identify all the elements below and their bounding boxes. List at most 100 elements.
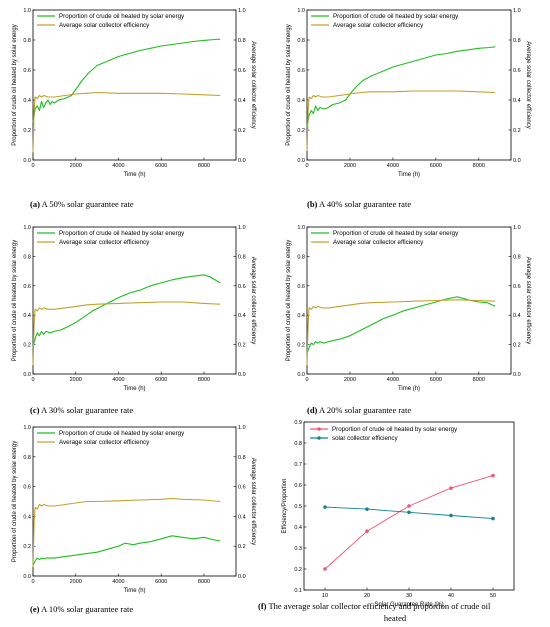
- chart-b: 0 2000 4000 6000 8000 0.0 0.2 0.4 0.6 0.8 1.0 0.0 0.…: [286, 8, 531, 209]
- x-tick-label: 30: [406, 593, 412, 599]
- y-tick-label: 0.6: [297, 284, 305, 290]
- y-right-tick-label: 0.6: [238, 68, 246, 74]
- x-tick-label: 8000: [473, 163, 485, 169]
- y-tick-label: 0.6: [23, 485, 31, 491]
- series-line-proportion: [324, 475, 494, 570]
- chart-a: 0 2000 4000 6000 8000 0.0 0.2 0.4 0.6 0.8 1.0 0.0 0.…: [12, 8, 256, 209]
- y-right-tick-label: 0.2: [238, 343, 246, 349]
- y-tick-label: 0.8: [297, 38, 305, 44]
- y-right-tick-label: 0.4: [513, 313, 521, 319]
- x-tick-label: 50: [490, 593, 496, 599]
- legend-marker: [317, 436, 321, 440]
- chart-c: 0 2000 4000 6000 8000 0.0 0.2 0.4 0.6 0.8 1.0 0.0 0.…: [12, 225, 256, 415]
- y-right-tick-label: 0.2: [513, 343, 521, 349]
- y-right-tick-label: 0.2: [238, 128, 246, 134]
- y-tick-label: 0.6: [294, 483, 302, 489]
- y-right-tick-label: 0.8: [238, 254, 246, 260]
- plot-frame: [306, 9, 512, 161]
- y-tick-label: 0.0: [297, 372, 305, 378]
- y-right-tick-label: 0.4: [238, 313, 246, 319]
- y-tick-label: 0.5: [294, 504, 302, 510]
- data-point-efficiency: [323, 505, 327, 509]
- y-axis-label: Proportion of crude oil heated by solar …: [286, 240, 292, 361]
- x-tick-label: 2000: [70, 163, 82, 169]
- y-right-tick-label: 0.8: [513, 38, 521, 44]
- y-tick-label: 0.4: [23, 98, 31, 104]
- y-right-tick-label: 1.0: [513, 8, 521, 14]
- y-tick-label: 0.7: [294, 462, 302, 468]
- y-tick-label: 0.6: [23, 284, 31, 290]
- x-tick-label: 0: [31, 377, 34, 383]
- panel-caption: (f) The average solar collector efficien…: [258, 601, 491, 623]
- y-right-tick-label: 0.0: [513, 158, 521, 164]
- series-line-efficiency: [32, 91, 221, 153]
- plot-frame: [32, 226, 237, 375]
- y-right-tick-label: 1.0: [513, 225, 521, 231]
- legend-label: Proportion of crude oil heated by solar …: [333, 13, 459, 20]
- x-axis-label: Time (h): [123, 588, 145, 594]
- y-right-tick-label: 0.0: [238, 372, 246, 378]
- series-line-proportion: [32, 535, 221, 566]
- data-point-proportion: [365, 529, 369, 533]
- plot-frame: [32, 426, 237, 577]
- x-tick-label: 4000: [112, 163, 124, 169]
- x-tick-label: 8000: [198, 579, 210, 585]
- y-tick-label: 0.4: [297, 98, 305, 104]
- x-tick-label: 40: [448, 593, 454, 599]
- y-right-tick-label: 0.6: [238, 284, 246, 290]
- data-point-efficiency: [407, 510, 411, 515]
- chart-f: 10 20 30 40 50 0.1 0.2 0.3 0.4 0.5 0.6 0.7 0.8 0.9 Sol…: [258, 420, 515, 623]
- y-right-tick-label: 0.0: [513, 372, 521, 378]
- panel-caption: (c) A 30% solar guarantee rate: [30, 405, 133, 415]
- y-tick-label: 0.0: [23, 574, 31, 580]
- x-tick-label: 10: [322, 593, 328, 599]
- x-tick-label: 2000: [344, 163, 356, 169]
- y-tick-label: 1.0: [297, 8, 305, 14]
- y-tick-label: 0.4: [294, 525, 302, 531]
- panel-caption: (a) A 50% solar guarantee rate: [30, 199, 134, 209]
- y-right-tick-label: 0.0: [238, 158, 246, 164]
- data-point-proportion: [491, 473, 495, 478]
- legend-label: Proportion of crude oil heated by solar …: [59, 430, 185, 437]
- x-tick-label: 6000: [155, 163, 167, 169]
- y-tick-label: 0.6: [297, 68, 305, 74]
- y-tick-label: 0.2: [23, 343, 31, 349]
- y-right-tick-label: 1.0: [238, 8, 246, 14]
- y-right-tick-label: 0.2: [513, 128, 521, 134]
- y-tick-label: 0.8: [297, 254, 305, 260]
- x-tick-label: 20: [364, 593, 370, 599]
- caption-letter: (f): [258, 601, 267, 611]
- x-tick-label: 2000: [70, 579, 82, 585]
- series-line-proportion: [306, 296, 496, 354]
- y-tick-label: 1.0: [23, 225, 31, 231]
- x-tick-label: 4000: [112, 579, 124, 585]
- data-point-efficiency: [491, 516, 495, 521]
- x-tick-label: 6000: [430, 163, 442, 169]
- panel-caption: (e) A 10% solar guarantee rate: [30, 604, 133, 614]
- x-tick-label: 0: [31, 579, 34, 585]
- y-tick-label: 0.6: [23, 68, 31, 74]
- y-right-tick-label: 0.4: [513, 98, 521, 104]
- y-right-tick-label: 0.6: [238, 485, 246, 491]
- y-tick-label: 1.0: [23, 8, 31, 14]
- x-axis-label: Solar Guarantee Rate (%): [374, 602, 443, 608]
- x-axis-label: Time (h): [398, 386, 420, 392]
- y-right-axis-label: Average solar collector efficiency: [525, 41, 531, 129]
- x-tick-label: 2000: [70, 377, 82, 383]
- legend-label: Average solar collector efficiency: [333, 239, 424, 246]
- x-tick-label: 4000: [387, 163, 399, 169]
- y-axis-label: Proportion of crude oil heated by solar …: [12, 441, 18, 562]
- legend-label: Proportion of crude oil heated by solar …: [59, 230, 185, 237]
- y-right-tick-label: 0.8: [513, 254, 521, 260]
- plot-frame: [306, 226, 512, 375]
- y-right-tick-label: 0.0: [238, 574, 246, 580]
- y-right-tick-label: 0.6: [513, 284, 521, 290]
- y-tick-label: 0.2: [297, 343, 305, 349]
- y-tick-label: 0.0: [297, 158, 305, 164]
- chart-e: 0 2000 4000 6000 8000 0.0 0.2 0.4 0.6 0.8 1.0 0.0 0.…: [12, 425, 256, 614]
- y-right-axis-label: Average solar collector efficiency: [250, 458, 256, 546]
- series-line-efficiency: [306, 299, 496, 366]
- x-tick-label: 0: [31, 163, 34, 169]
